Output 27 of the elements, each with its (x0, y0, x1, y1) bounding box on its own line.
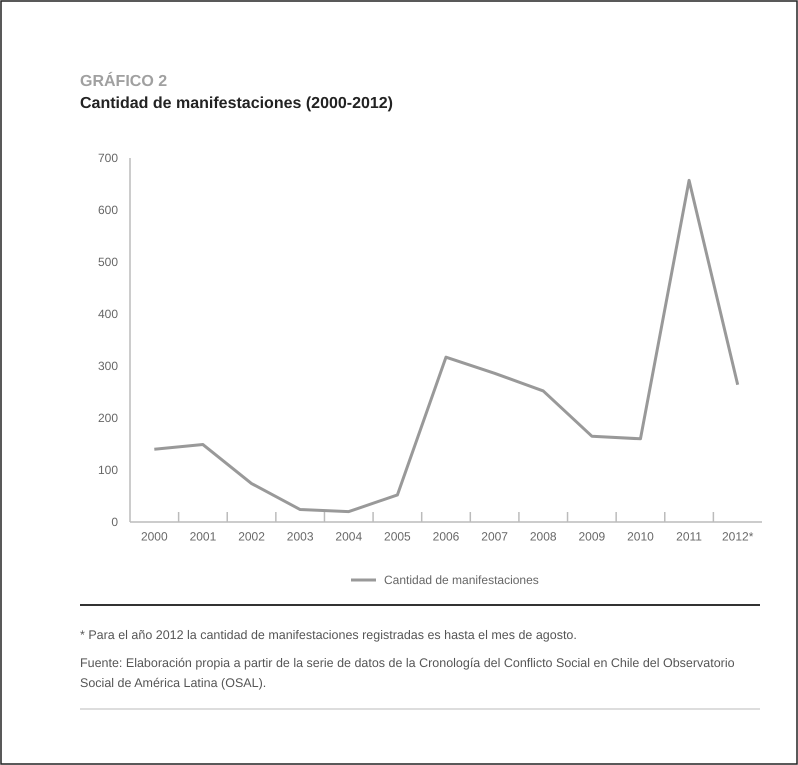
x-tick-label: 2011 (676, 530, 702, 544)
x-tick-label: 2001 (190, 530, 217, 544)
source-note: Fuente: Elaboración propia a partir de la serie de datos de la Cronología del Conflicto Social en Chile del Observatorio Social de América Latina (OSAL). (80, 656, 735, 690)
x-tick-label: 2002 (238, 530, 266, 544)
y-tick-label: 400 (98, 306, 118, 321)
y-tick-label: 700 (98, 150, 118, 165)
y-tick-label: 300 (98, 358, 118, 373)
x-tick-label: 2003 (286, 530, 314, 544)
x-tick-label: 2010 (627, 530, 654, 544)
y-tick-label: 200 (98, 410, 118, 425)
y-tick-label: 500 (98, 254, 118, 269)
y-tick-label: 0 (111, 514, 118, 529)
chart-subtitle: Cantidad de manifestaciones (2000-2012) (80, 95, 394, 112)
x-tick-label: 2008 (530, 530, 557, 544)
legend-label: Cantidad de manifestaciones (384, 573, 539, 587)
line-series (152, 178, 740, 514)
x-tick-label: 2009 (578, 530, 606, 544)
x-tick-label: 2000 (140, 530, 168, 544)
y-tick-label: 100 (98, 462, 118, 477)
y-tick-label: 600 (98, 202, 118, 217)
text: * Para el año 2012 la cantidad de manifestaciones registradas es hasta el mes de agosto. (80, 628, 577, 642)
chart-title: GRÁFICO 2 (80, 71, 168, 90)
x-tick-label: 2004 (335, 530, 362, 544)
x-tick-label: 2005 (384, 530, 412, 544)
x-tick-label: 2007 (481, 530, 508, 544)
x-tick-label: 2012* (722, 530, 754, 544)
x-tick-label: 2006 (432, 530, 460, 544)
